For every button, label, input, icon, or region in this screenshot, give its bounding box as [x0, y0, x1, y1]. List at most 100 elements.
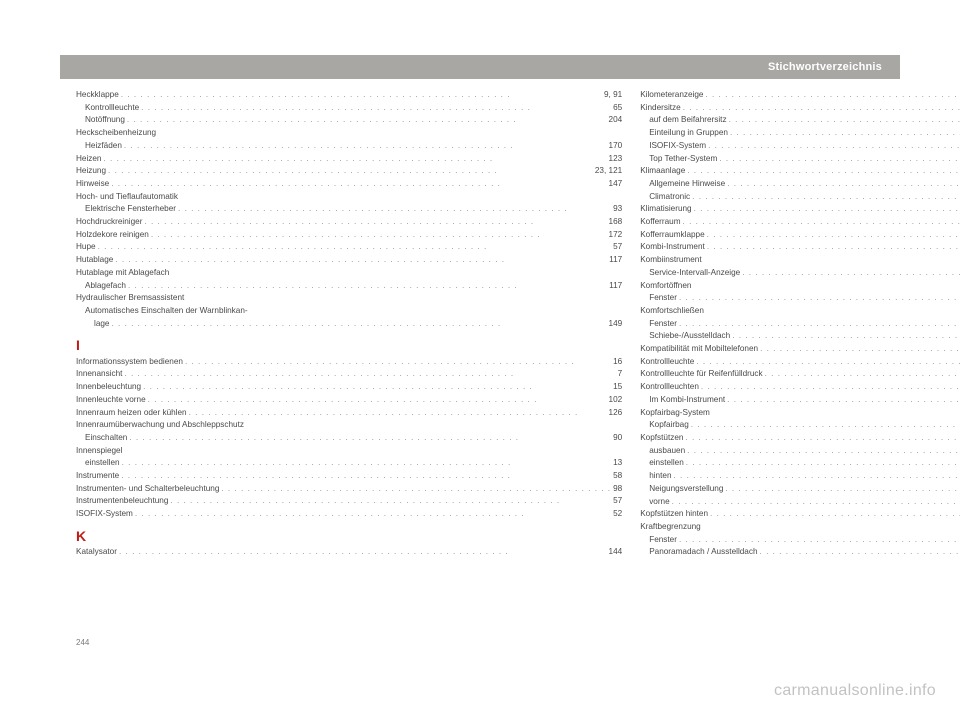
index-entry: Holzdekore reinigen. . . . . . . . . . .… — [76, 229, 622, 242]
entry-leader-dots: . . . . . . . . . . . . . . . . . . . . … — [127, 432, 613, 445]
entry-leader-dots: . . . . . . . . . . . . . . . . . . . . … — [725, 394, 960, 407]
index-entry: einstellen. . . . . . . . . . . . . . . … — [640, 457, 960, 470]
entry-label: einstellen — [85, 457, 120, 470]
entry-label: Innenleuchte vorne — [76, 394, 146, 407]
index-entry: Hutablage mit Ablagefach — [76, 267, 622, 280]
index-entry: Climatronic. . . . . . . . . . . . . . .… — [640, 191, 960, 204]
entry-leader-dots: . . . . . . . . . . . . . . . . . . . . … — [725, 178, 960, 191]
entry-page: 58 — [613, 470, 622, 483]
entry-leader-dots: . . . . . . . . . . . . . . . . . . . . … — [758, 343, 960, 356]
entry-leader-dots: . . . . . . . . . . . . . . . . . . . . … — [685, 165, 960, 178]
entry-leader-dots: . . . . . . . . . . . . . . . . . . . . … — [730, 330, 960, 343]
entry-leader-dots: . . . . . . . . . . . . . . . . . . . . … — [677, 292, 960, 305]
entry-label: Innenbeleuchtung — [76, 381, 141, 394]
entry-page: 172 — [609, 229, 623, 242]
entry-label: Automatisches Einschalten der Warnblinka… — [85, 305, 248, 318]
entry-label: Komfortöffnen — [640, 280, 691, 293]
index-entry: Innenbeleuchtung. . . . . . . . . . . . … — [76, 381, 622, 394]
entry-leader-dots: . . . . . . . . . . . . . . . . . . . . … — [141, 381, 613, 394]
header-title: Stichwortverzeichnis — [768, 61, 882, 73]
entry-leader-dots: . . . . . . . . . . . . . . . . . . . . … — [758, 546, 960, 559]
entry-label: Hutablage mit Ablagefach — [76, 267, 169, 280]
index-entry: ISOFIX-System. . . . . . . . . . . . . .… — [640, 140, 960, 153]
index-entry: Komfortschließen — [640, 305, 960, 318]
index-entry: Einteilung in Gruppen. . . . . . . . . .… — [640, 127, 960, 140]
entry-leader-dots: . . . . . . . . . . . . . . . . . . . . … — [685, 445, 960, 458]
entry-page: 98 — [613, 483, 622, 496]
entry-label: Kofferraumklappe — [640, 229, 704, 242]
entry-leader-dots: . . . . . . . . . . . . . . . . . . . . … — [106, 165, 595, 178]
index-entry: vorne. . . . . . . . . . . . . . . . . .… — [640, 496, 960, 509]
entry-leader-dots: . . . . . . . . . . . . . . . . . . . . … — [677, 534, 960, 547]
entry-label: Heckscheibenheizung — [76, 127, 156, 140]
entry-leader-dots: . . . . . . . . . . . . . . . . . . . . … — [699, 381, 960, 394]
entry-leader-dots: . . . . . . . . . . . . . . . . . . . . … — [690, 191, 960, 204]
entry-leader-dots: . . . . . . . . . . . . . . . . . . . . … — [119, 470, 613, 483]
entry-label: Kraftbegrenzung — [640, 521, 701, 534]
entry-page: 9, 91 — [604, 89, 622, 102]
entry-page: 16 — [613, 356, 622, 369]
entry-label: Hutablage — [76, 254, 113, 267]
index-column: Heckklappe. . . . . . . . . . . . . . . … — [76, 89, 622, 559]
index-entry: Fenster. . . . . . . . . . . . . . . . .… — [640, 534, 960, 547]
entry-leader-dots: . . . . . . . . . . . . . . . . . . . . … — [681, 216, 960, 229]
index-entry: hinten. . . . . . . . . . . . . . . . . … — [640, 470, 960, 483]
index-entry: Kopfstützen. . . . . . . . . . . . . . .… — [640, 432, 960, 445]
index-entry: Allgemeine Hinweise. . . . . . . . . . .… — [640, 178, 960, 191]
entry-leader-dots: . . . . . . . . . . . . . . . . . . . . … — [708, 508, 960, 521]
index-entry: Heckscheibenheizung — [76, 127, 622, 140]
entry-label: Kindersitze — [640, 102, 681, 115]
entry-leader-dots: . . . . . . . . . . . . . . . . . . . . … — [122, 140, 609, 153]
entry-label: Kopfstützen — [640, 432, 683, 445]
entry-leader-dots: . . . . . . . . . . . . . . . . . . . . … — [96, 241, 614, 254]
index-entry: Kontrollleuchte. . . . . . . . . . . . .… — [640, 356, 960, 369]
index-entry: Einschalten. . . . . . . . . . . . . . .… — [76, 432, 622, 445]
entry-leader-dots: . . . . . . . . . . . . . . . . . . . . … — [670, 496, 960, 509]
entry-leader-dots: . . . . . . . . . . . . . . . . . . . . … — [109, 318, 608, 331]
entry-page: 65 — [613, 102, 622, 115]
entry-page: 57 — [613, 241, 622, 254]
index-entry: Innenraum heizen oder kühlen. . . . . . … — [76, 407, 622, 420]
entry-label: einstellen — [649, 457, 684, 470]
entry-leader-dots: . . . . . . . . . . . . . . . . . . . . … — [683, 432, 960, 445]
index-entry: Service-Intervall-Anzeige. . . . . . . .… — [640, 267, 960, 280]
entry-page: 57 — [613, 495, 622, 508]
entry-label: Fenster — [649, 292, 677, 305]
entry-leader-dots: . . . . . . . . . . . . . . . . . . . . … — [187, 407, 609, 420]
index-entry: Schiebe-/Ausstelldach. . . . . . . . . .… — [640, 330, 960, 343]
entry-page: 52 — [613, 508, 622, 521]
entry-label: Fenster — [649, 318, 677, 331]
index-entry: Klimatisierung. . . . . . . . . . . . . … — [640, 203, 960, 216]
entry-leader-dots: . . . . . . . . . . . . . . . . . . . . … — [694, 356, 960, 369]
entry-leader-dots: . . . . . . . . . . . . . . . . . . . . … — [219, 483, 613, 496]
index-entry: Katalysator. . . . . . . . . . . . . . .… — [76, 546, 622, 559]
entry-label: Schiebe-/Ausstelldach — [649, 330, 730, 343]
entry-leader-dots: . . . . . . . . . . . . . . . . . . . . … — [168, 495, 613, 508]
entry-label: hinten — [649, 470, 671, 483]
entry-label: Heizfäden — [85, 140, 122, 153]
entry-label: Hoch- und Tieflaufautomatik — [76, 191, 178, 204]
index-entry: Informationssystem bedienen. . . . . . .… — [76, 356, 622, 369]
entry-label: Neigungsverstellung — [649, 483, 723, 496]
entry-label: Allgemeine Hinweise — [649, 178, 725, 191]
index-entry: Instrumente. . . . . . . . . . . . . . .… — [76, 470, 622, 483]
entry-label: Innenspiegel — [76, 445, 122, 458]
index-entry: Kontrollleuchte für Reifenfülldruck. . .… — [640, 368, 960, 381]
index-entry: Heizfäden. . . . . . . . . . . . . . . .… — [76, 140, 622, 153]
entry-leader-dots: . . . . . . . . . . . . . . . . . . . . … — [126, 280, 609, 293]
entry-label: Kopfstützen hinten — [640, 508, 708, 521]
entry-label: Hydraulischer Bremsassistent — [76, 292, 184, 305]
index-entry: Innenansicht. . . . . . . . . . . . . . … — [76, 368, 622, 381]
entry-leader-dots: . . . . . . . . . . . . . . . . . . . . … — [146, 394, 609, 407]
entry-label: Kontrollleuchte — [640, 356, 694, 369]
index-entry: Instrumenten- und Schalterbeleuchtung. .… — [76, 483, 622, 496]
entry-page: 93 — [613, 203, 622, 216]
entry-label: auf dem Beifahrersitz — [649, 114, 726, 127]
index-entry: Kopfstützen hinten. . . . . . . . . . . … — [640, 508, 960, 521]
document-sheet: Stichwortverzeichnis Heckklappe. . . . .… — [60, 55, 900, 653]
entry-leader-dots: . . . . . . . . . . . . . . . . . . . . … — [717, 153, 960, 166]
index-entry: lage. . . . . . . . . . . . . . . . . . … — [76, 318, 622, 331]
entry-page: 7 — [618, 368, 623, 381]
entry-label: Informationssystem bedienen — [76, 356, 183, 369]
entry-page: 15 — [613, 381, 622, 394]
